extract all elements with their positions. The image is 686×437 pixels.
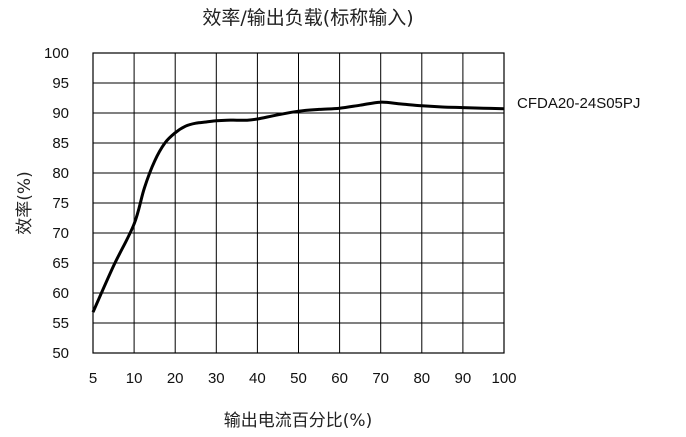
y-tick-label: 95: [52, 75, 69, 92]
y-tick-label: 55: [52, 315, 69, 332]
y-tick-label: 75: [52, 195, 69, 212]
x-tick-label: 20: [167, 370, 184, 387]
x-tick-label: 80: [413, 370, 430, 387]
y-tick-label: 65: [52, 255, 69, 272]
x-tick-label: 60: [331, 370, 348, 387]
x-tick-label: 30: [208, 370, 225, 387]
grid: [93, 53, 504, 353]
y-tick-label: 90: [52, 105, 69, 122]
y-tick-label: 70: [52, 225, 69, 242]
x-tick-label: 10: [126, 370, 143, 387]
x-axis-ticks: 5 10 20 30 40 50 60 70 80 90 100: [89, 370, 517, 387]
x-axis-label: 输出电流百分比(%): [224, 411, 372, 431]
x-tick-label: 90: [455, 370, 472, 387]
series-label: CFDA20-24S05PJ: [517, 95, 640, 112]
y-tick-label: 100: [44, 45, 69, 62]
y-tick-label: 60: [52, 285, 69, 302]
y-axis-ticks: 50 55 60 65 70 75 80 85 90 95 100: [44, 45, 69, 362]
y-axis-label: 效率(%): [15, 171, 35, 234]
x-tick-label: 70: [372, 370, 389, 387]
series-line: [91, 100, 505, 313]
x-tick-label: 100: [491, 370, 516, 387]
x-tick-label: 5: [89, 370, 97, 387]
series-lines: [91, 100, 505, 313]
y-tick-label: 50: [52, 345, 69, 362]
y-tick-label: 85: [52, 135, 69, 152]
x-tick-label: 50: [290, 370, 307, 387]
plot-frame: [92, 52, 505, 354]
chart-title: 效率/输出负载(标称输入): [202, 7, 413, 29]
x-tick-label: 40: [249, 370, 266, 387]
y-tick-label: 80: [52, 165, 69, 182]
